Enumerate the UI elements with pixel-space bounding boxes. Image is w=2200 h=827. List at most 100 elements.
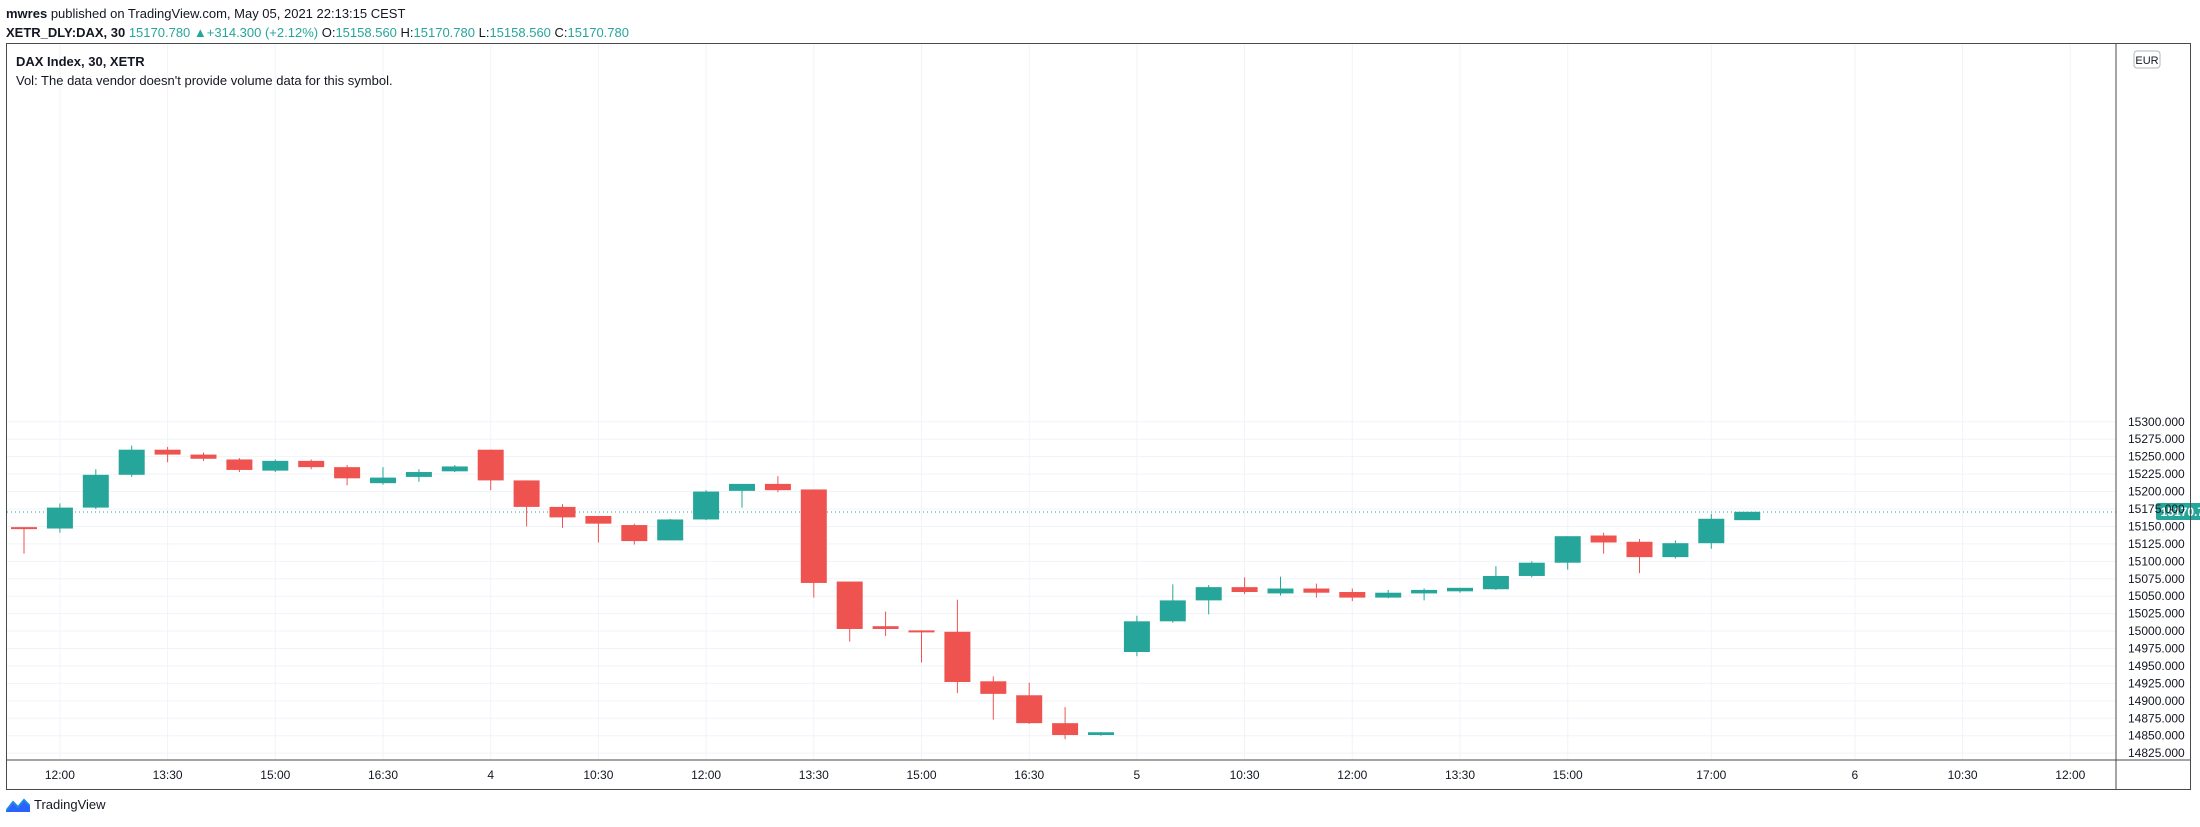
y-tick-label: 15250.000 <box>2128 450 2185 464</box>
candle-down-body <box>1339 592 1366 598</box>
y-tick-label: 15175.000 <box>2128 502 2185 516</box>
candle-up-body <box>693 491 720 520</box>
ohlc-line: XETR_DLY:DAX, 30 15170.780 ▲+314.300 (+2… <box>6 23 629 42</box>
candle-down-body <box>1590 535 1617 543</box>
y-tick-label: 14850.000 <box>2128 729 2185 743</box>
candle-up-body <box>405 472 432 477</box>
candle-down-body <box>1052 723 1079 736</box>
open-label: O: <box>321 25 336 40</box>
candle-up-body <box>1159 600 1186 622</box>
series-legend: DAX Index, 30, XETR Vol: The data vendor… <box>16 52 393 90</box>
candle-down-body <box>154 449 181 455</box>
candle-up-body <box>370 477 396 484</box>
low-label: L: <box>478 25 490 40</box>
candle-down-body <box>549 506 576 518</box>
series-title: DAX Index, 30, XETR <box>16 54 145 69</box>
y-tick-label: 14875.000 <box>2128 711 2185 725</box>
candle-up-body <box>1123 621 1150 653</box>
candle-down-body <box>944 631 971 683</box>
x-tick-label: 12:00 <box>1337 768 1367 782</box>
symbol-label: XETR_DLY:DAX, 30 <box>6 25 126 40</box>
candle-down-body <box>1016 695 1043 724</box>
candle-down-body <box>298 460 325 468</box>
time-axis: 12:00 13:30 15:00 16:30 4 10:30 12:00 13:30 15:0… <box>7 759 2190 782</box>
candle-up-body <box>441 466 468 472</box>
y-tick-label: 15025.000 <box>2128 607 2185 621</box>
last-price-badge <box>2156 502 2200 520</box>
grid-lines <box>7 44 2116 760</box>
x-tick-label: 12:00 <box>691 768 721 782</box>
tradingview-logo-icon <box>6 798 30 812</box>
x-tick-label: 15:00 <box>906 768 936 782</box>
y-tick-label: 15100.000 <box>2128 554 2185 568</box>
y-tick-label: 15300.000 <box>2128 415 2185 429</box>
high-value: 15170.780 <box>413 25 475 40</box>
brand-text: TradingView <box>34 797 106 812</box>
candle-up-body <box>1482 575 1509 590</box>
x-tick-label: 16:30 <box>368 768 398 782</box>
candle-up-body <box>657 519 684 541</box>
candle-up-body <box>1554 536 1581 563</box>
candle-down-body <box>908 630 935 633</box>
candle-up-body <box>1375 592 1402 598</box>
x-tick-label: 12:00 <box>45 768 75 782</box>
x-tick-label: 5 <box>1134 768 1141 782</box>
publish-info: mwres published on TradingView.com, May … <box>6 4 629 23</box>
x-tick-label: 4 <box>487 768 494 782</box>
currency-badge-group: EUR <box>2133 50 2161 69</box>
x-tick-label: 17:00 <box>1696 768 1726 782</box>
candle-up-body <box>1518 562 1545 576</box>
candle-down-body <box>513 480 540 507</box>
candle-up-body <box>46 507 73 529</box>
x-tick-label: 16:30 <box>1014 768 1044 782</box>
x-tick-label: 15:00 <box>1553 768 1583 782</box>
candles <box>11 445 1761 740</box>
published-text: published on TradingView.com, May 05, 20… <box>47 6 406 21</box>
candle-down-body <box>585 515 612 524</box>
y-tick-label: 14950.000 <box>2128 659 2185 673</box>
candle-up-body <box>1195 587 1222 601</box>
x-tick-label: 12:00 <box>2055 768 2085 782</box>
candle-down-body <box>334 467 361 479</box>
last-price: 15170.780 <box>128 25 191 40</box>
y-tick-label: 14925.000 <box>2128 676 2185 690</box>
tradingview-brand[interactable]: TradingView <box>6 797 106 812</box>
currency-badge <box>2133 50 2161 69</box>
candle-down-body <box>226 459 253 470</box>
high-label: H: <box>400 25 414 40</box>
y-tick-label: 14900.000 <box>2128 694 2185 708</box>
candle-up-body <box>1411 589 1438 594</box>
x-tick-label: 10:30 <box>1230 768 1260 782</box>
change-value: +314.300 (+2.12%) <box>206 25 319 40</box>
close-value: 15170.780 <box>567 25 629 40</box>
x-tick-label: 15:00 <box>260 768 290 782</box>
candle-up-body <box>1662 543 1689 558</box>
candle-up-body <box>1734 511 1761 521</box>
x-tick-label: 10:30 <box>1948 768 1978 782</box>
candle-up-body <box>729 483 755 491</box>
low-value: 15158.560 <box>489 25 551 40</box>
candle-down-body <box>1303 588 1330 593</box>
up-arrow-icon: ▲ <box>193 25 207 40</box>
candle-down-body <box>980 681 1007 694</box>
volume-note: Vol: The data vendor doesn't provide vol… <box>16 73 393 88</box>
y-tick-label: 14825.000 <box>2128 746 2185 760</box>
candle-down-body <box>621 525 648 542</box>
chart-header: mwres published on TradingView.com, May … <box>6 4 629 42</box>
candle-down-body <box>1626 541 1653 558</box>
open-value: 15158.560 <box>335 25 397 40</box>
x-tick-label: 6 <box>1852 768 1859 782</box>
x-tick-label: 13:30 <box>153 768 183 782</box>
y-tick-label: 14975.000 <box>2128 642 2185 656</box>
y-tick-label: 15200.000 <box>2128 485 2185 499</box>
candle-down-body <box>872 626 899 629</box>
publisher-name[interactable]: mwres <box>6 6 48 21</box>
candle-down-body <box>800 489 827 583</box>
candle-down-body <box>477 449 504 481</box>
y-tick-label: 15000.000 <box>2128 624 2185 638</box>
candle-up-body <box>82 474 109 508</box>
x-tick-label: 10:30 <box>583 768 613 782</box>
x-tick-label: 13:30 <box>1445 768 1475 782</box>
candle-up-body <box>1088 732 1114 736</box>
